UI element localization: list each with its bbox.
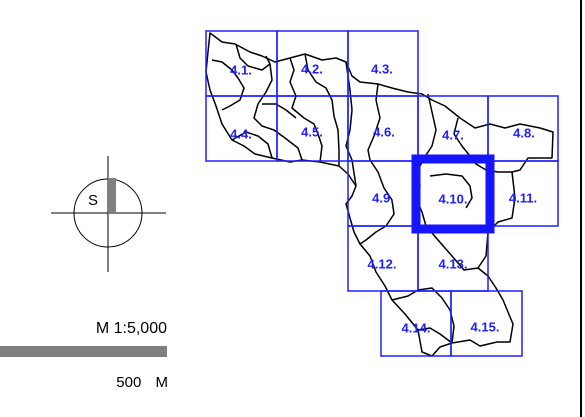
tile-label[interactable]: 4.2. (301, 61, 323, 76)
district-line (359, 83, 395, 245)
district-line (345, 61, 357, 187)
tile-label[interactable]: 4.7. (442, 127, 464, 142)
scale-bar (0, 346, 167, 357)
compass-icon: S (51, 156, 166, 272)
district-line (304, 53, 340, 166)
district-line (417, 327, 453, 344)
tile-labels: 4.1. 4.2. 4.3. 4.4. 4.5. 4.6. 4.7. 4.8. … (230, 61, 537, 335)
scale-distance: 500 M (116, 374, 168, 391)
district-boundary (205, 32, 554, 357)
district-line (429, 173, 473, 209)
tile-label[interactable]: 4.11. (509, 190, 537, 205)
district-line (231, 131, 273, 159)
compass-letter: S (88, 192, 98, 209)
district-line (235, 43, 271, 71)
tile-label[interactable]: 4.10. (439, 191, 468, 206)
district-line (253, 63, 303, 161)
tile-label[interactable]: 4.8. (513, 125, 535, 140)
tile-label[interactable]: 4.4. (230, 126, 252, 141)
panel-border (580, 0, 582, 417)
tile-outline-4.15[interactable] (450, 290, 523, 357)
tile-label[interactable]: 4.14. (402, 320, 431, 335)
district-line (289, 57, 323, 163)
district-line (262, 103, 297, 119)
tile-label[interactable]: 4.13. (439, 256, 468, 271)
tile-outline-4.10-selected[interactable] (411, 154, 495, 234)
scale-ratio: M 1:5,000 (95, 320, 167, 337)
tile-label[interactable]: 4.15. (471, 319, 500, 334)
compass-needle (108, 178, 116, 214)
tile-label[interactable]: 4.1. (230, 62, 252, 77)
district-outline (205, 32, 554, 357)
tile-label[interactable]: 4.3. (371, 61, 393, 76)
tile-label[interactable]: 4.12. (368, 256, 397, 271)
tile-grid (205, 30, 559, 357)
tile-label[interactable]: 4.5. (301, 124, 323, 139)
district-line (391, 287, 455, 344)
district-line (211, 59, 245, 111)
district-line (425, 225, 479, 271)
tile-label[interactable]: 4.9. (372, 190, 394, 205)
tile-label[interactable]: 4.6. (373, 124, 395, 139)
